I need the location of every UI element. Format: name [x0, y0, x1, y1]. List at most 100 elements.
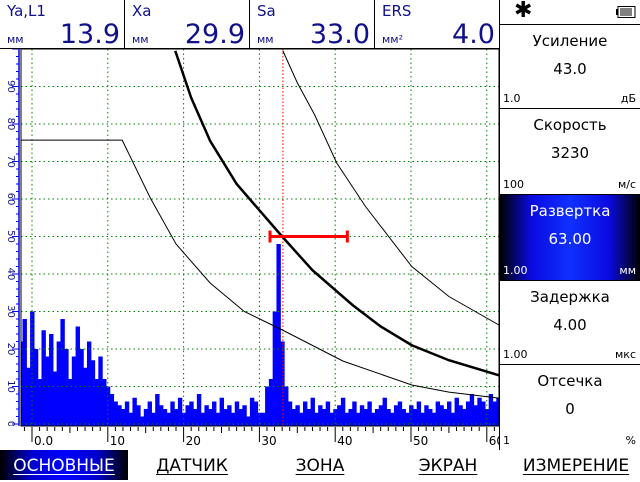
- param-reject[interactable]: Отсечка 0 1%: [499, 364, 640, 450]
- tab-datchik[interactable]: ДАТЧИК: [128, 450, 256, 480]
- signal-bar: [397, 401, 403, 426]
- signal-bar: [378, 405, 384, 426]
- signal-bar: [424, 405, 429, 426]
- readout-sa: Sa мм 33.0: [250, 0, 375, 50]
- tab-label: ОСНОВНЫЕ: [13, 456, 115, 476]
- readout-label: Sa: [257, 2, 276, 20]
- signal-bar: [174, 409, 179, 426]
- tab-ekran[interactable]: ЭКРАН: [384, 450, 512, 480]
- tab-zona[interactable]: ЗОНА: [256, 450, 384, 480]
- signal-bar: [90, 360, 96, 426]
- tab-osnovnye[interactable]: ОСНОВНЫЕ: [0, 450, 128, 480]
- signal-bar: [488, 394, 494, 426]
- signal-bar: [352, 401, 357, 426]
- signal-bar: [344, 412, 350, 426]
- signal-bar: [356, 412, 361, 426]
- signal-bar: [121, 409, 126, 426]
- param-range[interactable]: Развертка 63.00 1.00 мм: [499, 194, 640, 280]
- signal-bar: [219, 397, 224, 426]
- signal-bar: [348, 409, 353, 426]
- a-scan-chart[interactable]: 0 10 20 30 40 50 60 70 80 90 0.0 10 20 30 40 50 60: [0, 49, 499, 450]
- signal-bar: [340, 397, 346, 426]
- param-value: 3230: [550, 144, 590, 162]
- signal-bar: [386, 409, 391, 426]
- param-unit: мм: [619, 264, 636, 277]
- signal-bar: [371, 412, 376, 426]
- signal-bar: [314, 412, 319, 426]
- signal-bar: [204, 405, 209, 426]
- signal-bar: [359, 405, 365, 426]
- curve-dac-reference: [174, 50, 499, 377]
- signal-bar: [291, 409, 297, 426]
- signal-bar: [465, 401, 471, 426]
- signal-bar: [329, 412, 334, 426]
- signal-bar: [405, 412, 410, 426]
- param-step: 100: [503, 178, 524, 191]
- param-gain[interactable]: Усиление 43.0 1.0 дБ: [499, 24, 640, 108]
- signal-bar: [52, 371, 58, 426]
- curve-upper: [282, 50, 499, 326]
- signal-bar: [310, 397, 315, 426]
- signal-bar: [143, 409, 149, 426]
- signal-bar: [242, 405, 247, 426]
- signal-bar: [306, 409, 312, 426]
- signal-bar: [223, 409, 228, 426]
- signal-bar: [333, 409, 338, 426]
- signal-bar: [215, 412, 221, 426]
- param-velocity[interactable]: Скорость 3230 100 м/с: [499, 108, 640, 194]
- readout-unit: мм: [257, 33, 274, 46]
- signal-bar: [253, 401, 259, 426]
- signal-bar: [105, 386, 111, 426]
- signal-bar: [200, 412, 206, 426]
- signal-bar: [481, 401, 486, 426]
- signal-bar: [64, 349, 69, 426]
- tab-label: ИЗМЕРЕНИЕ: [522, 456, 630, 476]
- signal-bar: [318, 405, 323, 426]
- param-step: 1: [503, 434, 510, 447]
- x-tick-label: 40: [337, 434, 352, 448]
- signal-bar: [117, 405, 122, 426]
- tab-label: ДАТЧИК: [156, 456, 228, 476]
- param-unit: %: [625, 434, 636, 447]
- y-tick-label: 0: [5, 421, 16, 427]
- tab-izmerenie[interactable]: ИЗМЕРЕНИЕ: [512, 450, 640, 480]
- signal-bar: [431, 412, 437, 426]
- param-delay[interactable]: Задержка 4.00 1.00 мкс: [499, 280, 640, 364]
- signal-bar: [374, 409, 380, 426]
- signal-bar: [272, 311, 278, 426]
- readout-ya: Ya,L1 мм 13.9: [0, 0, 125, 50]
- signal-bar: [185, 405, 190, 426]
- tab-label: ЗОНА: [295, 456, 345, 476]
- signal-bar: [86, 341, 92, 426]
- signal-bar: [238, 409, 243, 426]
- signal-bar: [321, 409, 327, 426]
- x-tick-label: 10: [110, 434, 125, 448]
- signal-bar: [496, 397, 499, 426]
- signal-bar: [151, 412, 156, 426]
- y-tick-label: 20: [5, 343, 16, 356]
- readout-value: 4.0: [452, 19, 495, 50]
- signal-bar: [60, 319, 65, 426]
- signal-bar: [68, 379, 73, 426]
- signal-bar: [447, 401, 452, 426]
- signal-bar: [473, 405, 478, 426]
- curve-lower: [21, 139, 499, 399]
- param-value: 0: [565, 400, 575, 418]
- readout-value: 33.0: [309, 19, 370, 50]
- signal-bar: [212, 401, 217, 426]
- signal-bar: [147, 401, 152, 426]
- tab-label: ЭКРАН: [418, 456, 478, 476]
- param-title: Усиление: [532, 32, 608, 50]
- readout-label: Xa: [132, 2, 152, 20]
- signal-bar: [193, 409, 198, 426]
- signal-bar: [462, 409, 467, 426]
- axis-corner: [0, 426, 19, 450]
- plot-content: [21, 49, 499, 426]
- signal-bar: [37, 379, 43, 426]
- signal-bar: [124, 401, 130, 426]
- signal-bar: [265, 386, 270, 426]
- signal-bar: [196, 394, 202, 426]
- param-unit: дБ: [620, 92, 636, 105]
- signal-bar: [249, 397, 255, 426]
- param-step: 1.0: [503, 92, 521, 105]
